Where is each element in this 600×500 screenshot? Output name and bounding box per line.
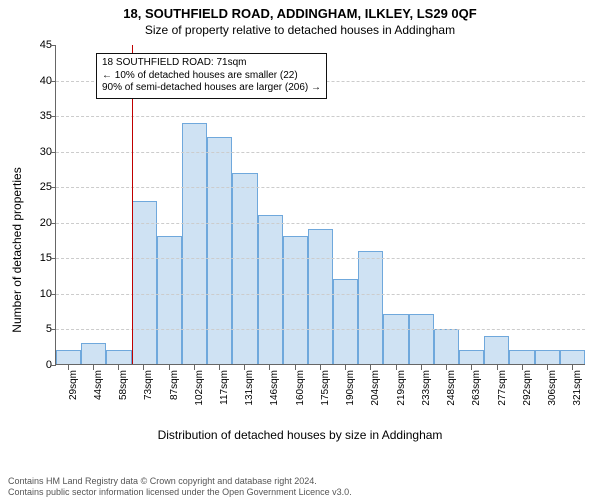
bar xyxy=(509,350,534,364)
page-title: 18, SOUTHFIELD ROAD, ADDINGHAM, ILKLEY, … xyxy=(0,0,600,21)
bar xyxy=(409,314,434,364)
bar xyxy=(283,236,308,364)
bar xyxy=(106,350,131,364)
x-tick-label: 190sqm xyxy=(345,370,356,406)
x-tick-label: 233sqm xyxy=(421,370,432,406)
grid-line xyxy=(56,116,585,117)
bar xyxy=(308,229,333,364)
x-tick: 73sqm xyxy=(131,366,156,426)
y-tick-mark xyxy=(51,116,56,117)
x-tick-label: 87sqm xyxy=(169,370,180,400)
callout-line: ← 10% of detached houses are smaller (22… xyxy=(102,70,321,83)
y-axis-label: Number of detached properties xyxy=(10,167,24,332)
y-tick-mark xyxy=(51,294,56,295)
x-tick-label: 306sqm xyxy=(547,370,558,406)
bar xyxy=(383,314,408,364)
x-tick-label: 248sqm xyxy=(446,370,457,406)
x-tick: 204sqm xyxy=(358,366,383,426)
x-tick: 233sqm xyxy=(408,366,433,426)
bar xyxy=(232,173,257,364)
y-tick-mark xyxy=(51,45,56,46)
y-tick-mark xyxy=(51,223,56,224)
x-tick: 277sqm xyxy=(484,366,509,426)
x-tick-label: 219sqm xyxy=(396,370,407,406)
y-tick-mark xyxy=(51,81,56,82)
x-tick-label: 175sqm xyxy=(320,370,331,406)
bar xyxy=(157,236,182,364)
x-tick-label: 277sqm xyxy=(497,370,508,406)
bar xyxy=(132,201,157,364)
x-tick-label: 102sqm xyxy=(194,370,205,406)
x-tick: 117sqm xyxy=(206,366,231,426)
y-tick-mark xyxy=(51,258,56,259)
callout-box: 18 SOUTHFIELD ROAD: 71sqm ← 10% of detac… xyxy=(96,53,327,99)
plot-area: 18 SOUTHFIELD ROAD: 71sqm ← 10% of detac… xyxy=(55,45,585,365)
x-tick: 175sqm xyxy=(307,366,332,426)
x-tick: 102sqm xyxy=(181,366,206,426)
chart-subtitle: Size of property relative to detached ho… xyxy=(0,21,600,41)
copyright-notice: Contains HM Land Registry data © Crown c… xyxy=(8,476,588,498)
bar xyxy=(484,336,509,364)
x-tick-label: 58sqm xyxy=(118,370,129,400)
x-tick: 292sqm xyxy=(509,366,534,426)
bar xyxy=(560,350,585,364)
bar xyxy=(358,251,383,364)
x-tick-label: 131sqm xyxy=(244,370,255,406)
x-tick-label: 321sqm xyxy=(572,370,583,406)
grid-line xyxy=(56,187,585,188)
x-tick: 160sqm xyxy=(282,366,307,426)
x-tick: 219sqm xyxy=(383,366,408,426)
callout-line: 18 SOUTHFIELD ROAD: 71sqm xyxy=(102,57,321,70)
x-tick: 29sqm xyxy=(55,366,80,426)
callout-line: 90% of semi-detached houses are larger (… xyxy=(102,82,321,95)
bar xyxy=(535,350,560,364)
x-tick: 44sqm xyxy=(80,366,105,426)
x-tick-label: 292sqm xyxy=(522,370,533,406)
bar xyxy=(56,350,81,364)
bar xyxy=(459,350,484,364)
bar xyxy=(333,279,358,364)
x-tick: 321sqm xyxy=(560,366,585,426)
x-tick-label: 160sqm xyxy=(295,370,306,406)
bar xyxy=(258,215,283,364)
x-tick-area: 29sqm 44sqm 58sqm 73sqm 87sqm 102sqm 117sqm 131… xyxy=(55,366,585,426)
bar xyxy=(434,329,459,364)
grid-line xyxy=(56,152,585,153)
x-tick: 87sqm xyxy=(156,366,181,426)
x-tick-label: 29sqm xyxy=(68,370,79,400)
grid-line xyxy=(56,223,585,224)
x-tick: 263sqm xyxy=(459,366,484,426)
x-tick: 190sqm xyxy=(333,366,358,426)
x-tick: 146sqm xyxy=(257,366,282,426)
bar xyxy=(182,123,207,364)
chart-container: Number of detached properties 18 SOUTHFI… xyxy=(0,40,600,440)
grid-line xyxy=(56,258,585,259)
x-tick-label: 204sqm xyxy=(370,370,381,406)
y-tick-mark xyxy=(51,329,56,330)
x-tick-label: 263sqm xyxy=(471,370,482,406)
bar xyxy=(81,343,106,364)
copyright-line: Contains HM Land Registry data © Crown c… xyxy=(8,476,588,487)
x-tick: 131sqm xyxy=(232,366,257,426)
x-tick-label: 117sqm xyxy=(219,370,230,405)
y-tick-mark xyxy=(51,187,56,188)
x-tick-label: 146sqm xyxy=(269,370,280,406)
x-axis-label: Distribution of detached houses by size … xyxy=(0,428,600,442)
copyright-line: Contains public sector information licen… xyxy=(8,487,588,498)
y-tick-mark xyxy=(51,152,56,153)
grid-line xyxy=(56,329,585,330)
x-tick-label: 73sqm xyxy=(143,370,154,400)
x-tick-label: 44sqm xyxy=(93,370,104,400)
grid-line xyxy=(56,294,585,295)
x-tick: 306sqm xyxy=(534,366,559,426)
x-tick: 248sqm xyxy=(434,366,459,426)
x-tick: 58sqm xyxy=(105,366,130,426)
